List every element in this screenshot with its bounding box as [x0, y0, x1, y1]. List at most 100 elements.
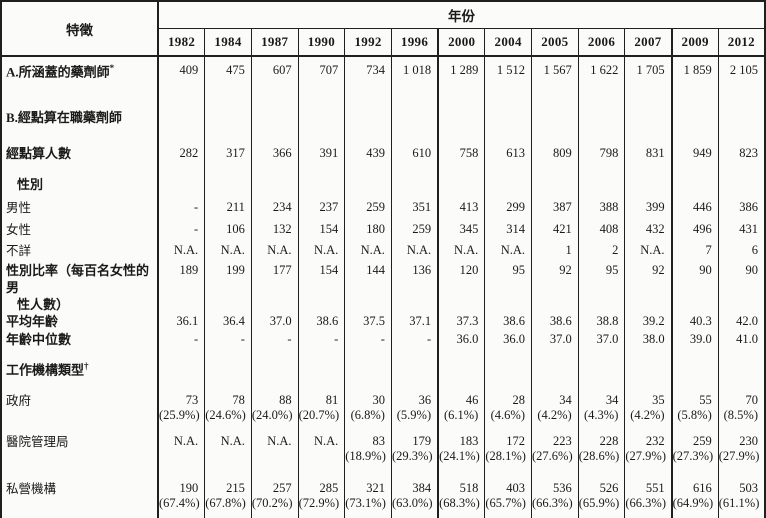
data-cell: 536 (66.3%) — [531, 471, 579, 518]
data-cell: 432 — [624, 220, 672, 242]
data-cell: 34 (4.2%) — [531, 386, 579, 428]
data-cell: 431 — [717, 220, 765, 242]
data-cell — [250, 173, 299, 198]
data-cell: 78 (24.6%) — [204, 386, 252, 428]
data-cell: 36 (5.9%) — [390, 386, 439, 428]
data-cell — [531, 352, 579, 387]
data-cell — [204, 352, 252, 387]
data-cell — [624, 101, 672, 140]
data-cell — [204, 173, 252, 198]
year-group-header: 年份 — [158, 1, 765, 29]
data-cell: 92 — [624, 262, 672, 314]
data-cell: 351 — [390, 198, 439, 220]
table-row-enumerated-count: 經點算人數 282 317 366 391 439 610 758 613 809 798 831 94… — [1, 140, 765, 173]
row-label: 女性 — [1, 220, 159, 242]
data-cell: 37.5 — [344, 313, 392, 332]
data-cell: 734 — [344, 56, 392, 101]
data-cell: - — [297, 331, 345, 353]
data-cell: - — [157, 198, 205, 220]
year-column-header: 2006 — [577, 28, 625, 57]
data-cell: 259 (27.3%) — [670, 427, 719, 472]
data-cell: 616 (64.9%) — [670, 471, 719, 518]
data-cell: 399 — [624, 198, 672, 220]
data-cell: 154 — [297, 262, 345, 314]
data-cell: 257 (70.2%) — [250, 471, 299, 518]
data-cell: 172 (28.1%) — [484, 427, 532, 472]
row-label: 私營機構 — [1, 471, 159, 518]
data-cell: 180 — [344, 220, 392, 242]
data-cell: 413 — [437, 198, 485, 220]
year-column-header: 1990 — [297, 28, 345, 57]
data-cell: 37.0 — [577, 331, 625, 353]
data-cell: 234 — [250, 198, 299, 220]
data-cell: 831 — [624, 140, 672, 173]
data-cell: 39.2 — [624, 313, 672, 332]
data-cell — [297, 101, 345, 140]
data-cell: 613 — [484, 140, 532, 173]
year-group-row: 特徵 年份 — [1, 1, 765, 57]
data-cell: 1 859 — [670, 56, 719, 101]
data-cell: 95 — [484, 262, 532, 314]
data-cell: 707 — [297, 56, 345, 101]
table-row-male: 男性 -211 234 237 259 351 413 299 387 388 399 446 386 — [1, 198, 765, 220]
data-cell: 408 — [577, 220, 625, 242]
data-cell: 34 (4.3%) — [577, 386, 625, 428]
data-cell — [437, 173, 485, 198]
year-column-header: 2009 — [670, 28, 719, 57]
data-cell — [390, 352, 439, 387]
data-cell — [717, 352, 765, 387]
data-cell — [157, 101, 205, 140]
data-cell: 366 — [250, 140, 299, 173]
year-column-header: 2005 — [531, 28, 579, 57]
table-header: 特徵 年份 1982 1984 1987 1990 1992 1996 2000 2004 20… — [1, 1, 765, 57]
data-cell: N.A. — [157, 242, 205, 262]
data-cell: 37.1 — [390, 313, 439, 332]
data-cell: 88 (24.0%) — [250, 386, 299, 428]
data-cell: 37.0 — [531, 331, 579, 353]
data-cell: N.A. — [250, 242, 299, 262]
data-cell: 36.1 — [157, 313, 205, 332]
data-cell: 7 — [670, 242, 719, 262]
data-cell: 1 622 — [577, 56, 625, 101]
table-row-sex-ratio: 性別比率（每百名女性的男 性人數） 189 199 177 154 144 136 120 95 9… — [1, 262, 765, 314]
row-label: B.經點算在職藥劑師 — [1, 101, 159, 140]
data-cell: 106 — [204, 220, 252, 242]
data-cell: 949 — [670, 140, 719, 173]
data-cell: 55 (5.8%) — [670, 386, 719, 428]
data-cell — [717, 101, 765, 140]
table-row-private-organizations: 私營機構 190 (67.4%) 215 (67.8%) 257 (70.2%) 285 (72… — [1, 471, 765, 518]
data-cell: 259 — [390, 220, 439, 242]
year-column-header: 2000 — [437, 28, 485, 57]
table-row-hospital-authority: 醫院管理局 N.A. N.A. N.A. N.A. 83 (18.9%) 179 (29.3%)… — [1, 427, 765, 472]
table-row-sex-unknown: 不詳 N.A. N.A. N.A. N.A. N.A. N.A. N.A. N.A. 1 2 N.A.… — [1, 242, 765, 262]
data-cell — [297, 352, 345, 387]
data-cell: N.A. — [484, 242, 532, 262]
table-body: A.所涵蓋的藥劑師* 409 475 607 707 734 1 018 1 289 1 512… — [1, 56, 765, 518]
data-cell: 1 — [531, 242, 579, 262]
data-cell: 36.4 — [204, 313, 252, 332]
data-cell: 95 — [577, 262, 625, 314]
data-cell: 421 — [531, 220, 579, 242]
data-cell: - — [250, 331, 299, 353]
data-cell: 518 (68.3%) — [437, 471, 485, 518]
data-cell — [250, 101, 299, 140]
data-cell: 232 (27.9%) — [624, 427, 672, 472]
data-cell: - — [157, 331, 205, 353]
data-cell: N.A. — [437, 242, 485, 262]
data-cell: 177 — [250, 262, 299, 314]
data-cell — [344, 352, 392, 387]
row-label: 不詳 — [1, 242, 159, 262]
table-row-female: 女性 -106 132 154 180 259 345 314 421 408 432 496 431 — [1, 220, 765, 242]
data-cell — [670, 173, 719, 198]
data-cell: 38.6 — [531, 313, 579, 332]
data-cell: 215 (67.8%) — [204, 471, 252, 518]
data-cell: 190 (67.4%) — [157, 471, 205, 518]
data-cell — [344, 101, 392, 140]
data-cell: 37.0 — [250, 313, 299, 332]
data-cell — [484, 173, 532, 198]
data-cell: 38.8 — [577, 313, 625, 332]
data-cell: 120 — [437, 262, 485, 314]
data-cell: N.A. — [390, 242, 439, 262]
data-cell — [670, 352, 719, 387]
